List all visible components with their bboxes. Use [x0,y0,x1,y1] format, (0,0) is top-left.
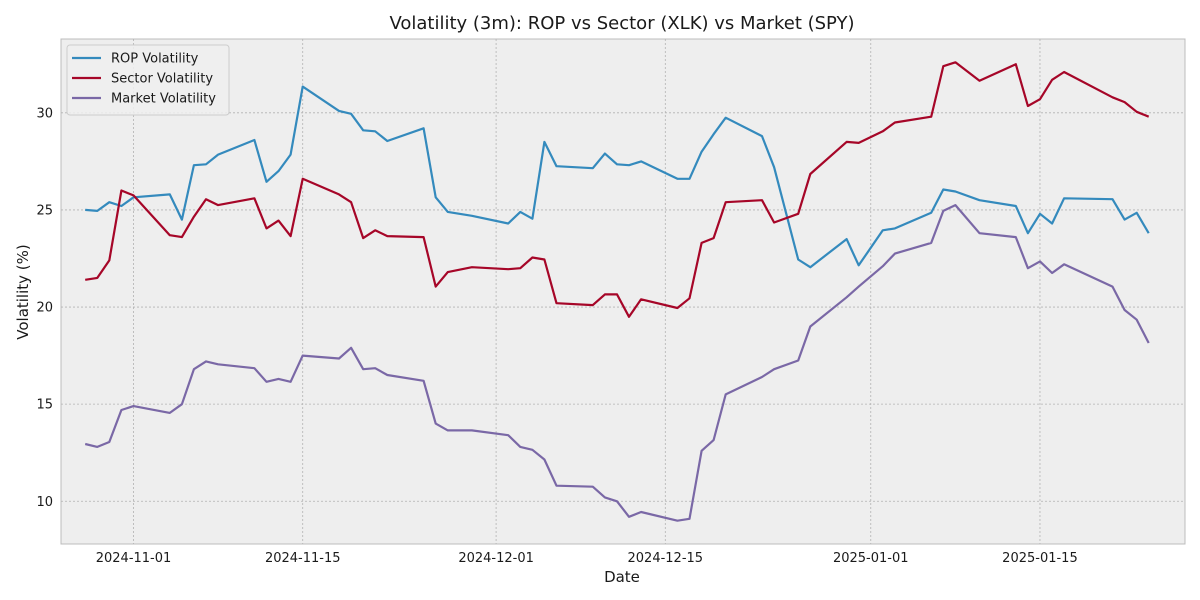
grid [61,39,1185,544]
legend-items: ROP Volatility Sector Volatility Market Vo… [72,52,216,107]
legend-label-rop-volatility: ROP Volatility [111,52,199,67]
chart-title: Volatility (3m): ROP vs Sector (XLK) vs … [389,13,854,34]
x-tick-label: 2024-11-01 [96,551,172,566]
x-tick-label: 2025-01-01 [833,551,909,566]
x-axis-label: Date [604,568,640,586]
x-tick-label: 2024-11-15 [265,551,341,566]
y-tick-label: 20 [36,301,53,316]
y-axis-label: Volatility (%) [14,244,32,340]
series-line-rop-volatility [85,85,1150,269]
y-tick-label: 25 [36,203,53,218]
series-line-sector-volatility [85,61,1150,318]
y-tick-label: 30 [36,106,53,121]
legend-label-market-volatility: Market Volatility [111,92,216,107]
x-axis-ticks: 2024-11-01 2024-11-15 2024-12-01 2024-12-15… [96,551,1078,566]
x-tick-label: 2024-12-01 [458,551,534,566]
legend: ROP Volatility Sector Volatility Market Vo… [66,44,230,116]
x-tick-label: 2025-01-15 [1002,551,1078,566]
series-lines [84,61,1150,522]
y-axis-ticks: 10 15 20 25 30 [36,106,53,509]
x-tick-label: 2024-12-15 [628,551,704,566]
y-tick-label: 15 [36,398,53,413]
plot-background [60,38,1186,545]
y-tick-label: 10 [36,495,53,510]
series-line-market-volatility [84,204,1150,522]
legend-box [66,44,230,116]
legend-label-sector-volatility: Sector Volatility [111,72,213,87]
